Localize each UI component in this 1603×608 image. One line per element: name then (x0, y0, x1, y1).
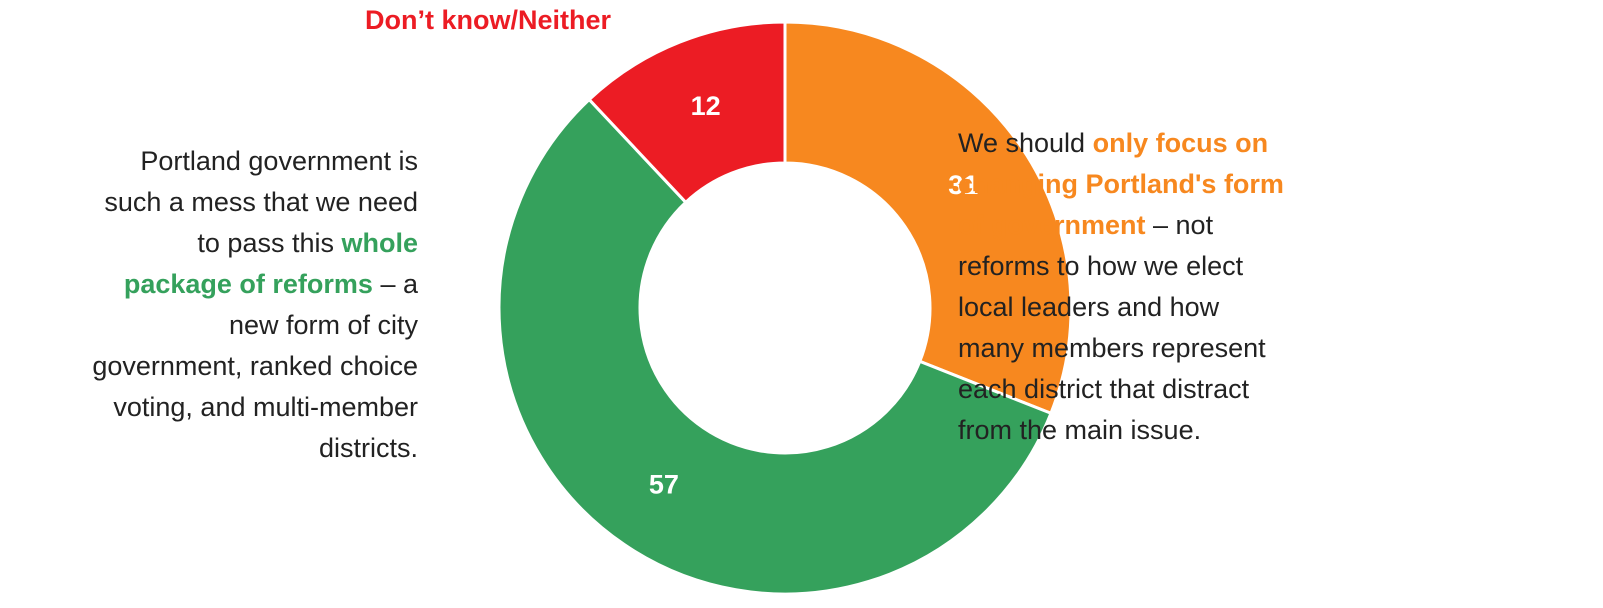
annotation-text: new form of city (229, 310, 419, 340)
slice-label: Don’t know/Neither (365, 5, 611, 35)
annotation-highlight: package of reforms (124, 269, 373, 299)
annotation-text: reforms to how we elect (958, 251, 1244, 281)
data-label: 12 (691, 91, 721, 121)
annotation-text: government, ranked choice (92, 351, 418, 381)
annotation-line: reforms to how we elect (958, 251, 1244, 281)
annotation-highlight: only focus on (1093, 128, 1269, 158)
annotation-text: each district that distract (958, 374, 1250, 404)
annotation-line: We should only focus on (958, 128, 1268, 158)
slice (497, 97, 1053, 596)
annotation-text: districts. (319, 433, 418, 463)
annotation-line: changing Portland's form (958, 169, 1284, 199)
annotation-line: Portland government is (140, 146, 418, 176)
annotation-line: voting, and multi-member (113, 392, 418, 422)
annotation-text: such a mess that we need (104, 187, 418, 217)
annotation-line: of government – not (958, 210, 1214, 240)
annotation-text: Portland government is (140, 146, 418, 176)
annotation-highlight: whole (340, 228, 418, 258)
slice (783, 20, 1073, 416)
annotation-highlight: of government (958, 210, 1146, 240)
annotation-text: local leaders and how (958, 292, 1220, 322)
annotation-line: districts. (319, 433, 418, 463)
annotation-text: many members represent (958, 333, 1266, 363)
annotation-line: local leaders and how (958, 292, 1220, 322)
data-label: 31 (948, 170, 978, 200)
annotation-text: from the main issue. (958, 415, 1201, 445)
slice (587, 20, 787, 205)
annotation-text: – not (1146, 210, 1214, 240)
annotation-line: package of reforms – a (124, 269, 419, 299)
annotation-line: such a mess that we need (104, 187, 418, 217)
annotation-line: many members represent (958, 333, 1266, 363)
annotation-text: We should (958, 128, 1093, 158)
annotation-line: to pass this whole (197, 228, 418, 258)
annotation-line: from the main issue. (958, 415, 1201, 445)
annotation-line: new form of city (229, 310, 419, 340)
annotation-line: government, ranked choice (92, 351, 418, 381)
data-label: 57 (649, 469, 679, 499)
annotation-text: voting, and multi-member (113, 392, 418, 422)
annotation-text: to pass this (197, 228, 341, 258)
annotation-highlight: changing Portland's form (958, 169, 1284, 199)
annotation-text: – a (373, 269, 419, 299)
annotation-line: each district that distract (958, 374, 1250, 404)
